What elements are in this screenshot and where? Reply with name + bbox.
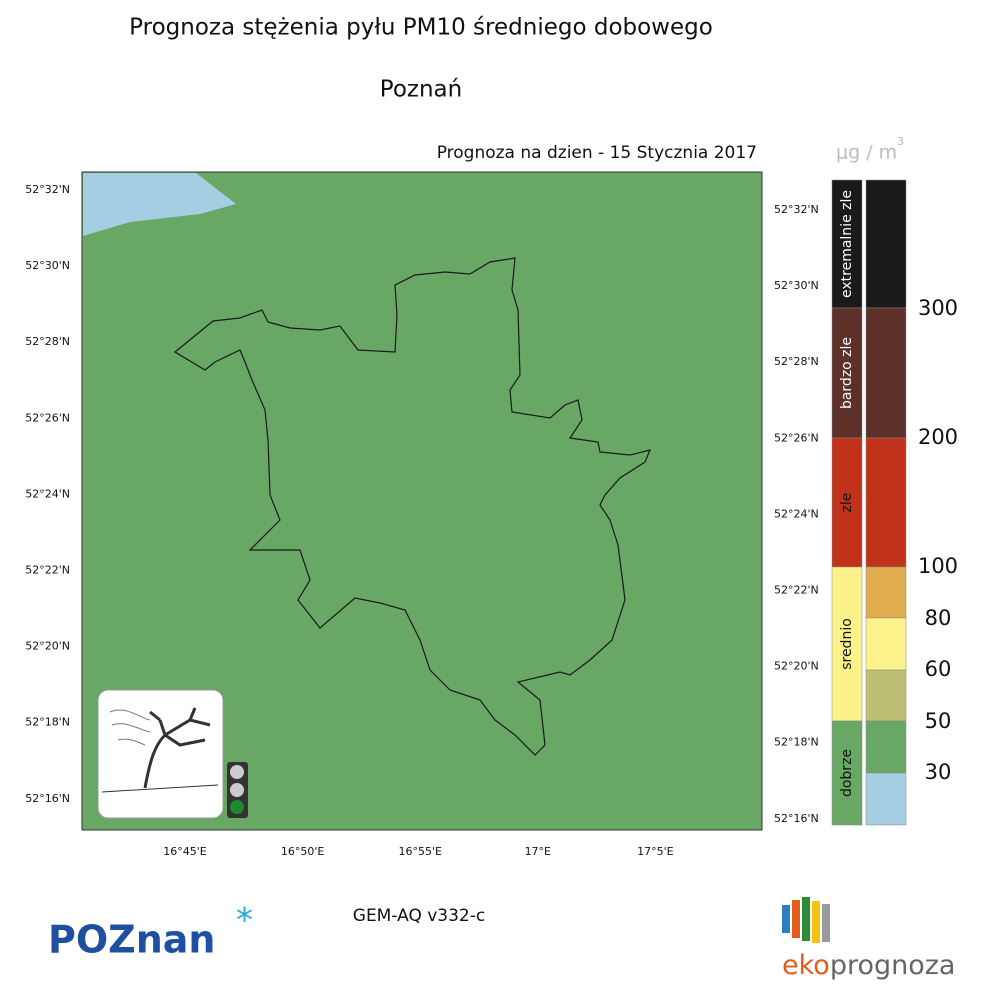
threshold-label: 50 bbox=[925, 709, 952, 733]
lon-label: 16°55'E bbox=[398, 845, 442, 858]
unit-sup: 3 bbox=[897, 135, 904, 148]
lat-label: 52°20'N bbox=[774, 660, 819, 673]
category-label: srednio bbox=[839, 618, 855, 670]
lon-label: 16°45'E bbox=[163, 845, 207, 858]
lat-label: 52°30'N bbox=[774, 279, 819, 292]
eko-logo: ekoprognoza bbox=[782, 897, 955, 981]
water bbox=[83, 173, 236, 236]
light-off bbox=[230, 765, 244, 779]
scale-band bbox=[865, 566, 907, 619]
threshold-label: 80 bbox=[925, 606, 952, 630]
scale-band bbox=[865, 669, 907, 722]
threshold-label: 200 bbox=[918, 425, 958, 449]
scale-band bbox=[865, 720, 907, 774]
lat-label: 52°22'N bbox=[774, 584, 819, 597]
threshold-label: 60 bbox=[925, 657, 952, 681]
scale-band bbox=[865, 307, 907, 439]
lat-label: 52°20'N bbox=[25, 640, 70, 653]
wind bbox=[109, 709, 151, 746]
category-band bbox=[831, 720, 863, 826]
model-name: GEM-AQ v332-c bbox=[353, 906, 485, 926]
scale-band bbox=[865, 617, 907, 671]
lat-label: 52°30'N bbox=[25, 259, 70, 272]
lat-label: 52°32'N bbox=[774, 203, 819, 216]
lon-label: 17°E bbox=[525, 845, 551, 858]
threshold-label: 30 bbox=[925, 760, 952, 784]
city-boundary bbox=[173, 257, 652, 756]
category-label: bardzo zle bbox=[839, 337, 855, 409]
logo-ekoprognoza: ekoprognoza bbox=[782, 950, 955, 981]
logo-poznan: POZnan bbox=[48, 918, 215, 962]
light-off bbox=[230, 783, 244, 797]
logo-bar bbox=[802, 897, 810, 941]
logo-bar bbox=[822, 904, 830, 942]
lat-label: 52°22'N bbox=[25, 564, 70, 577]
logo-asterisk: * bbox=[236, 901, 253, 941]
title: Prognoza stężenia pyłu PM10 średniego do… bbox=[129, 15, 713, 41]
lat-label: 52°16'N bbox=[25, 792, 70, 805]
logo-bar bbox=[782, 905, 790, 933]
logo-eko: eko bbox=[782, 950, 830, 981]
threshold-label: 300 bbox=[918, 296, 958, 320]
lon-label: 16°50'E bbox=[281, 845, 325, 858]
lat-label: 52°18'N bbox=[25, 716, 70, 729]
logo-bar bbox=[812, 901, 820, 943]
ground bbox=[101, 784, 219, 793]
lat-label: 52°28'N bbox=[25, 335, 70, 348]
icon-box bbox=[97, 689, 224, 819]
lat-label: 52°18'N bbox=[774, 736, 819, 749]
lat-label: 52°16'N bbox=[774, 812, 819, 825]
unit: μg / m 3 bbox=[836, 135, 904, 164]
forecast-date: Prognoza na dzien - 15 Stycznia 2017 bbox=[437, 143, 757, 163]
city: Poznań bbox=[380, 77, 462, 103]
lat-label: 52°24'N bbox=[774, 507, 819, 520]
lat-label: 52°26'N bbox=[774, 431, 819, 444]
category-label: zle bbox=[839, 493, 855, 513]
lat-label: 52°28'N bbox=[774, 355, 819, 368]
light-green bbox=[230, 800, 244, 814]
scale-band bbox=[865, 179, 907, 309]
lon-label: 17°5'E bbox=[637, 845, 674, 858]
tree bbox=[143, 707, 211, 789]
logo-prognoza: prognoza bbox=[830, 950, 956, 981]
lat-label: 52°26'N bbox=[25, 411, 70, 424]
weather-icon bbox=[97, 689, 248, 819]
scale-band bbox=[865, 437, 907, 568]
category-label: extremalnie zle bbox=[839, 190, 855, 298]
threshold-label: 100 bbox=[918, 554, 958, 578]
logo-bar bbox=[792, 900, 800, 938]
lat-label: 52°32'N bbox=[25, 183, 70, 196]
scale-band bbox=[865, 772, 907, 826]
category-label: dobrze bbox=[839, 749, 855, 797]
map bbox=[81, 171, 763, 831]
category-band bbox=[831, 437, 863, 568]
unit-base: μg / m bbox=[836, 142, 897, 164]
category-band bbox=[831, 566, 863, 722]
lat-label: 52°24'N bbox=[25, 487, 70, 500]
